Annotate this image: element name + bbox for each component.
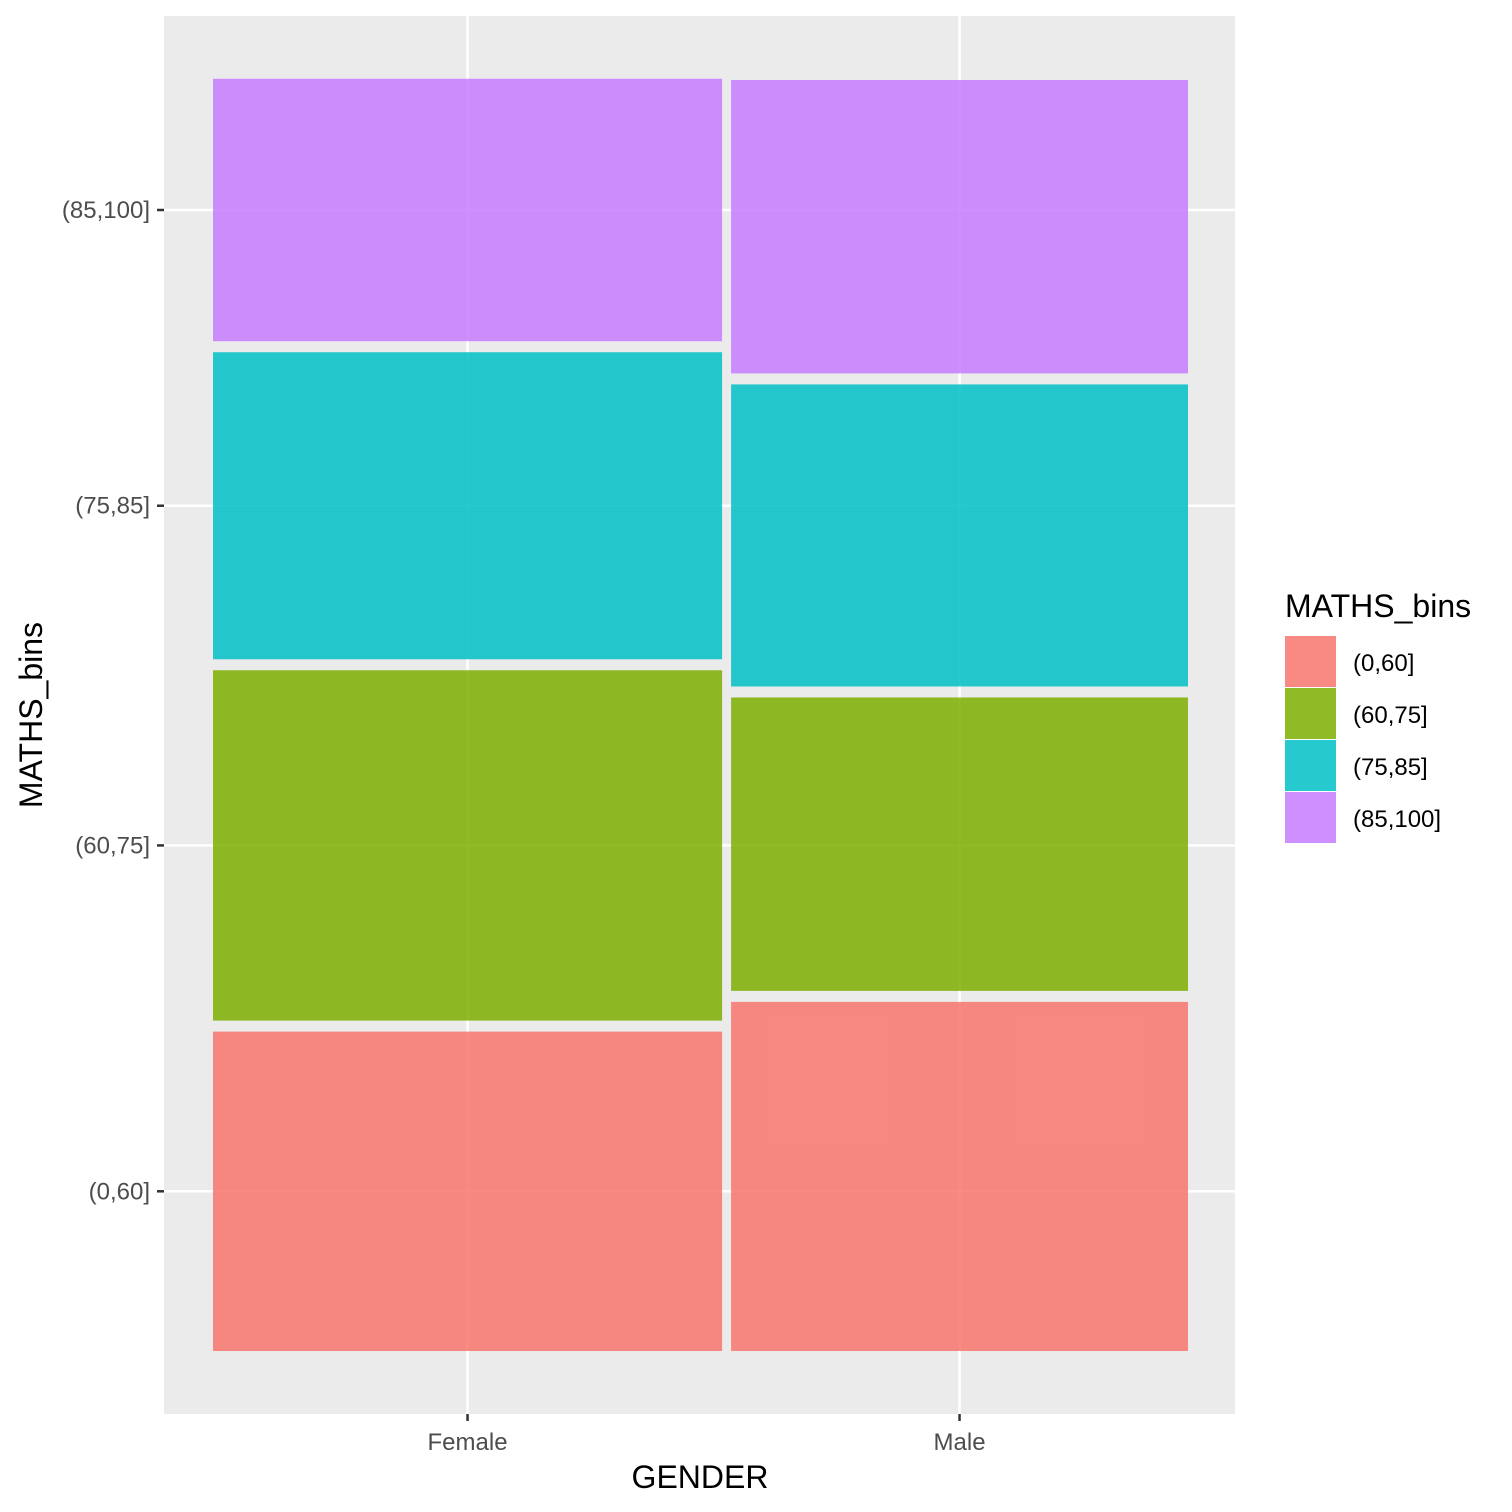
tile-female-3 xyxy=(213,78,723,342)
tile-male-2 xyxy=(731,384,1188,687)
legend-key xyxy=(1285,688,1336,739)
tile-female-2 xyxy=(213,352,723,660)
y-tick-label: (85,100] xyxy=(62,197,150,224)
y-tick-label: (75,85] xyxy=(75,493,150,520)
legend: MATHS_bins (0,60] (60,75] (75,85] (85,100] xyxy=(1285,588,1471,843)
y-tick-label: (0,60] xyxy=(89,1178,150,1205)
legend-key xyxy=(1285,740,1336,791)
legend-label: (0,60] xyxy=(1353,650,1414,677)
tile-female-1 xyxy=(213,670,723,1021)
x-tick-label: Female xyxy=(428,1429,508,1456)
tile-male-3 xyxy=(731,80,1188,374)
y-tick-label: (60,75] xyxy=(75,832,150,859)
legend-label: (75,85] xyxy=(1353,754,1428,781)
tile-male-1 xyxy=(731,697,1188,991)
legend-key xyxy=(1285,792,1336,843)
x-axis-title: GENDER xyxy=(632,1459,769,1495)
tile-male-0 xyxy=(731,1001,1188,1351)
legend-label: (85,100] xyxy=(1353,806,1441,833)
y-axis-title: MATHS_bins xyxy=(13,622,49,808)
tile-female-0 xyxy=(213,1031,723,1351)
x-tick-label: Male xyxy=(934,1429,986,1456)
legend-label: (60,75] xyxy=(1353,702,1428,729)
legend-title: MATHS_bins xyxy=(1285,588,1471,624)
legend-key xyxy=(1285,636,1336,687)
